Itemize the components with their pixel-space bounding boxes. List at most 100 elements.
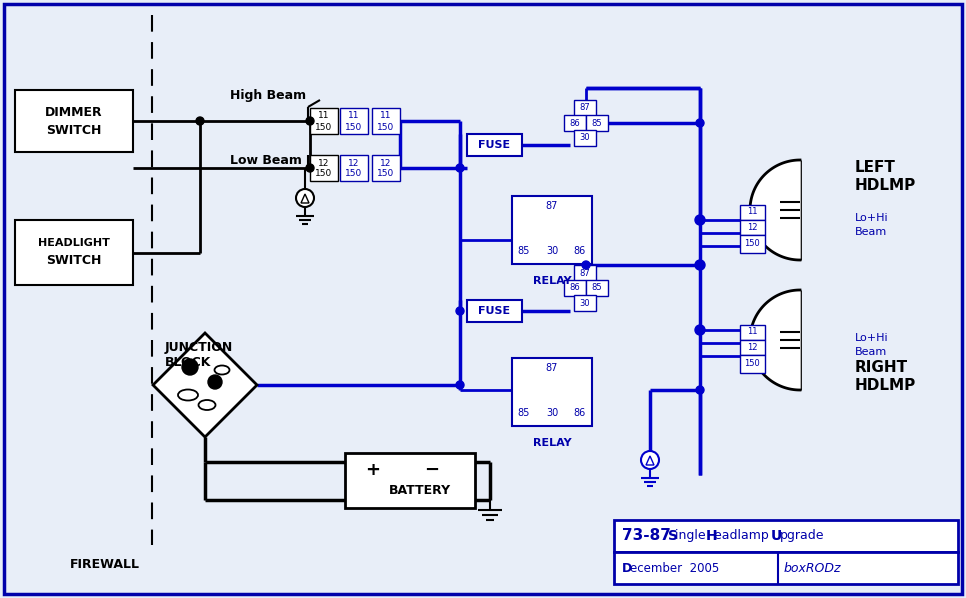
Text: 150: 150 xyxy=(744,359,760,368)
Polygon shape xyxy=(153,333,257,437)
Text: S: S xyxy=(668,529,678,543)
Bar xyxy=(15,220,133,285)
Text: JUNCTION: JUNCTION xyxy=(165,341,233,355)
Circle shape xyxy=(696,119,704,127)
Bar xyxy=(740,340,765,355)
Circle shape xyxy=(182,359,198,375)
Bar xyxy=(310,108,338,134)
Circle shape xyxy=(582,261,590,269)
Bar xyxy=(586,280,608,296)
Text: 12: 12 xyxy=(349,158,359,167)
Text: H: H xyxy=(706,529,718,543)
Circle shape xyxy=(696,386,704,394)
Circle shape xyxy=(641,451,659,469)
Bar xyxy=(340,155,368,181)
Text: 85: 85 xyxy=(592,118,603,127)
Circle shape xyxy=(456,164,464,172)
Circle shape xyxy=(695,215,705,225)
Text: Lo+Hi: Lo+Hi xyxy=(855,213,889,223)
Text: 11: 11 xyxy=(381,111,392,121)
Polygon shape xyxy=(750,290,800,390)
Text: 150: 150 xyxy=(346,169,362,178)
Text: 150: 150 xyxy=(315,169,332,178)
Text: High Beam: High Beam xyxy=(230,90,306,102)
Text: 150: 150 xyxy=(744,240,760,249)
Polygon shape xyxy=(646,456,654,465)
Bar xyxy=(372,108,400,134)
Text: 12: 12 xyxy=(747,222,757,231)
Bar xyxy=(372,155,400,181)
Text: BLOCK: BLOCK xyxy=(165,356,212,370)
Bar xyxy=(574,295,596,311)
Text: 12: 12 xyxy=(381,158,391,167)
Text: 150: 150 xyxy=(315,123,332,132)
Text: 150: 150 xyxy=(378,169,395,178)
Circle shape xyxy=(306,117,314,125)
Bar xyxy=(740,235,765,253)
Text: FIREWALL: FIREWALL xyxy=(70,559,140,572)
Circle shape xyxy=(456,381,464,389)
Bar xyxy=(614,552,958,584)
Ellipse shape xyxy=(214,365,230,374)
Text: Low Beam: Low Beam xyxy=(230,154,301,166)
Bar xyxy=(740,325,765,340)
Circle shape xyxy=(456,307,464,315)
Text: FUSE: FUSE xyxy=(478,140,510,150)
Bar xyxy=(574,130,596,146)
Text: Lo+Hi: Lo+Hi xyxy=(855,333,889,343)
Text: 11: 11 xyxy=(318,111,329,121)
Text: 87: 87 xyxy=(546,363,558,373)
Text: 85: 85 xyxy=(518,246,530,256)
Text: 86: 86 xyxy=(574,246,586,256)
Text: 11: 11 xyxy=(747,208,757,216)
Bar xyxy=(15,90,133,152)
Text: 11: 11 xyxy=(747,328,757,337)
Text: LEFT: LEFT xyxy=(855,160,895,175)
Text: 11: 11 xyxy=(349,111,359,121)
Text: BATTERY: BATTERY xyxy=(389,484,451,496)
Text: RELAY: RELAY xyxy=(532,276,571,286)
Bar xyxy=(345,453,475,508)
Text: boxRODz: boxRODz xyxy=(784,562,841,575)
Text: 12: 12 xyxy=(319,158,329,167)
Bar xyxy=(586,115,608,131)
Text: HDLMP: HDLMP xyxy=(855,377,916,392)
Text: RELAY: RELAY xyxy=(532,438,571,448)
Text: 150: 150 xyxy=(378,123,395,132)
Text: 30: 30 xyxy=(580,133,590,142)
Text: pgrade: pgrade xyxy=(780,529,825,542)
Text: HDLMP: HDLMP xyxy=(855,178,916,193)
Text: Beam: Beam xyxy=(855,227,887,237)
Ellipse shape xyxy=(178,389,198,401)
Circle shape xyxy=(306,164,314,172)
Text: 86: 86 xyxy=(570,118,581,127)
Text: −: − xyxy=(424,461,440,479)
Text: 150: 150 xyxy=(346,123,362,132)
Text: 85: 85 xyxy=(592,283,603,292)
Text: 12: 12 xyxy=(747,343,757,352)
Text: U: U xyxy=(771,529,782,543)
Bar xyxy=(340,108,368,134)
Bar xyxy=(467,134,522,156)
Polygon shape xyxy=(301,194,309,203)
Text: 85: 85 xyxy=(518,408,530,418)
Bar xyxy=(310,155,338,181)
Text: +: + xyxy=(365,461,381,479)
Text: FUSE: FUSE xyxy=(478,306,510,316)
Text: ingle: ingle xyxy=(675,529,710,542)
Text: ecember  2005: ecember 2005 xyxy=(630,562,720,575)
Bar xyxy=(740,205,765,220)
Text: 86: 86 xyxy=(574,408,586,418)
Bar xyxy=(512,196,592,264)
Bar xyxy=(564,280,586,296)
Ellipse shape xyxy=(198,400,215,410)
Text: 73-87: 73-87 xyxy=(622,529,676,544)
Text: 30: 30 xyxy=(580,298,590,307)
Bar xyxy=(512,358,592,426)
Text: 30: 30 xyxy=(546,246,558,256)
Polygon shape xyxy=(750,160,800,260)
Circle shape xyxy=(695,260,705,270)
Bar xyxy=(740,355,765,373)
Bar xyxy=(740,220,765,235)
Bar xyxy=(564,115,586,131)
